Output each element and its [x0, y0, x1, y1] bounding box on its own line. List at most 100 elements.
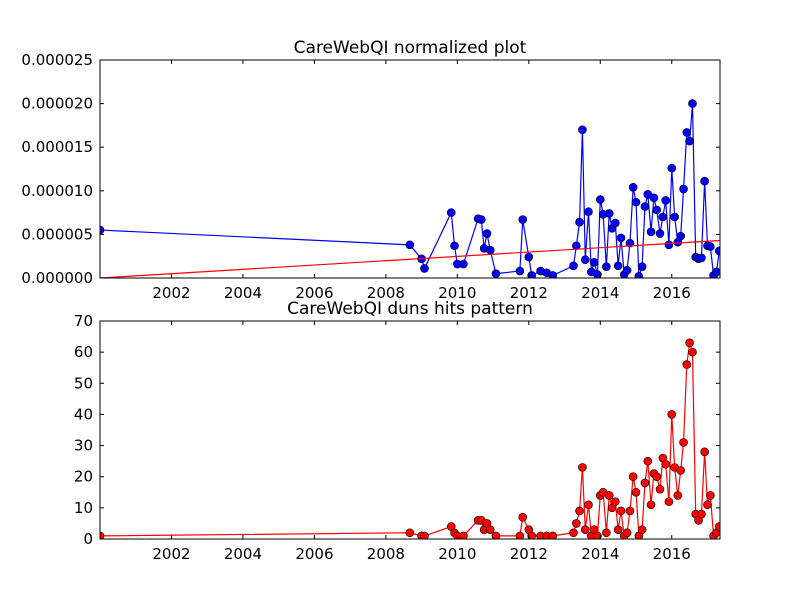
data-point-normalized — [685, 136, 694, 146]
x-tick-label-normalized: 2014 — [581, 284, 619, 302]
duns-hits-chart: CareWebQI duns hits pattern 0 10 20 30 40 50 6… — [74, 299, 721, 563]
data-point-duns-hits — [714, 522, 720, 531]
data-point-normalized — [584, 207, 593, 217]
data-point-normalized — [688, 99, 697, 108]
data-point-normalized — [637, 262, 647, 271]
data-point-duns-hits — [572, 519, 581, 528]
data-point-normalized — [515, 266, 525, 276]
chart-title-normalized: CareWebQI normalized plot — [294, 38, 527, 58]
data-point-duns-hits — [703, 500, 712, 510]
axes-frame-normalized — [99, 59, 721, 279]
data-point-normalized — [697, 253, 706, 263]
data-point-normalized — [714, 246, 720, 256]
x-tick-label-normalized: 2006 — [295, 284, 333, 302]
data-point-normalized — [679, 184, 688, 194]
y-tick-label-normalized: 0.000020 — [21, 95, 93, 113]
data-point-normalized — [518, 215, 528, 224]
data-point-normalized — [646, 227, 656, 237]
data-point-normalized — [589, 257, 599, 267]
x-tick-label-duns-hits: 2010 — [438, 545, 476, 563]
data-point-normalized — [664, 240, 674, 250]
data-point-duns-hits — [676, 466, 685, 475]
data-point-duns-hits — [706, 491, 715, 500]
data-point-normalized — [604, 209, 614, 218]
chart-title-duns-hits: CareWebQI duns hits pattern — [287, 299, 533, 319]
data-point-duns-hits — [518, 512, 528, 522]
data-point-normalized — [569, 261, 578, 271]
data-point-duns-hits — [580, 525, 590, 534]
data-point-duns-hits — [491, 531, 501, 539]
data-point-normalized — [459, 259, 468, 269]
data-point-normalized — [491, 269, 501, 278]
data-point-normalized — [578, 125, 587, 135]
data-point-duns-hits — [622, 528, 632, 538]
y-tick-label-duns-hits: 40 — [74, 405, 93, 423]
y-tick-label-normalized: 0.000005 — [21, 225, 93, 243]
y-tick-label-duns-hits: 0 — [83, 530, 93, 548]
data-point-normalized — [485, 245, 495, 255]
data-point-normalized — [450, 241, 459, 251]
data-point-duns-hits — [604, 491, 614, 500]
data-point-normalized — [548, 271, 558, 278]
data-point-normalized — [682, 128, 692, 137]
data-point-duns-hits — [616, 506, 626, 516]
data-point-duns-hits — [578, 463, 587, 472]
data-point-duns-hits — [548, 531, 558, 539]
data-point-duns-hits — [685, 338, 694, 348]
y-tick-label-duns-hits: 70 — [74, 312, 93, 330]
data-point-duns-hits — [697, 509, 706, 519]
data-point-normalized — [446, 208, 456, 217]
axes-normalized: 0.000000 0.000005 0.000010 0.000015 0.000020… — [21, 51, 720, 302]
y-tick-label-normalized: 0.000015 — [21, 138, 93, 156]
data-point-duns-hits — [643, 456, 653, 466]
data-point-normalized — [700, 176, 709, 186]
axes-duns-hits: 0 10 20 30 40 50 60 70 2002 2004 2006 2008 2010 2012 2… — [74, 312, 720, 563]
data-point-duns-hits — [661, 459, 670, 469]
data-point-duns-hits — [667, 410, 677, 419]
data-point-normalized — [625, 238, 635, 248]
data-point-duns-hits — [420, 531, 429, 539]
data-point-duns-hits — [602, 528, 611, 538]
data-point-normalized — [602, 262, 611, 271]
data-point-duns-hits — [700, 447, 709, 457]
data-point-duns-hits — [682, 360, 692, 369]
data-point-normalized — [658, 212, 668, 222]
data-point-normalized — [610, 218, 620, 228]
data-point-duns-hits — [640, 478, 650, 488]
y-tick-label-normalized: 0.000025 — [21, 51, 93, 69]
data-point-duns-hits — [593, 531, 602, 539]
data-point-normalized — [652, 205, 662, 215]
trend-line-normalized — [100, 239, 720, 278]
data-point-normalized — [661, 196, 670, 205]
data-point-duns-hits — [652, 472, 662, 482]
data-point-duns-hits — [569, 528, 578, 538]
x-tick-label-duns-hits: 2004 — [224, 545, 262, 563]
data-point-normalized — [524, 252, 534, 262]
data-point-duns-hits — [405, 528, 415, 538]
data-point-duns-hits — [637, 525, 647, 534]
data-point-normalized — [622, 265, 632, 275]
axes-frame-duns-hits — [99, 320, 721, 540]
data-point-normalized — [405, 240, 415, 250]
x-tick-label-normalized: 2010 — [438, 284, 476, 302]
data-point-normalized — [595, 195, 605, 204]
data-point-duns-hits — [625, 506, 635, 516]
data-point-normalized — [616, 233, 626, 243]
normalized-plot-chart: CareWebQI normalized plot 0.0000000.0000… — [21, 38, 721, 302]
data-point-normalized — [667, 163, 677, 173]
data-point-normalized — [575, 217, 584, 227]
y-tick-label-duns-hits: 30 — [74, 437, 93, 455]
data-point-normalized — [593, 270, 602, 278]
data-point-normalized — [482, 229, 492, 238]
y-tick-label-duns-hits: 60 — [74, 343, 93, 361]
data-point-duns-hits — [527, 531, 536, 539]
data-point-normalized — [640, 202, 650, 211]
data-point-normalized — [655, 229, 665, 238]
x-tick-label-normalized: 2012 — [510, 284, 548, 302]
data-point-normalized — [628, 183, 638, 192]
data-point-normalized — [613, 261, 623, 271]
plot-marks-duns-hits — [100, 338, 720, 539]
data-point-duns-hits — [679, 438, 688, 447]
data-point-normalized — [527, 271, 536, 278]
